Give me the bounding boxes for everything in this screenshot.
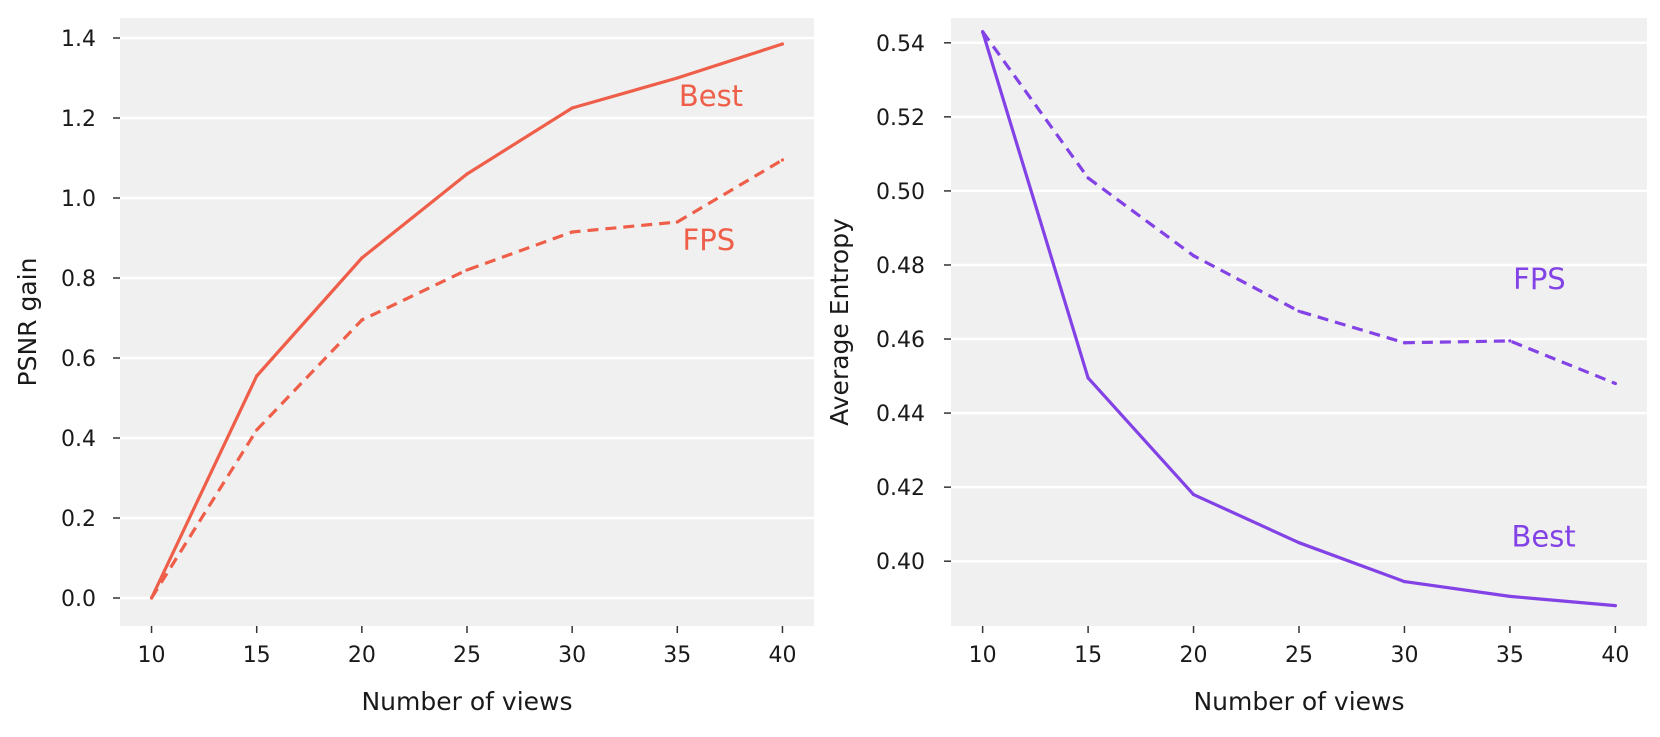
y-tick-label: 0.6	[61, 347, 96, 372]
data-point-fps	[981, 30, 985, 34]
data-point-fps	[570, 230, 574, 234]
panel-psnr-gain: 0.0 0.2 0.4 0.6 0.8 1.0 1.2 1.4 10 15 20 25 30 35 40 Nu…	[13, 18, 814, 716]
y-tick-label: 0.54	[876, 32, 925, 57]
y-tick-label: 1.4	[61, 27, 96, 52]
data-point-fps	[1508, 339, 1512, 343]
data-point-fps	[1402, 341, 1407, 345]
data-point-fps	[1613, 381, 1617, 386]
data-point-best	[360, 256, 364, 260]
x-tick-label: 10	[138, 643, 166, 668]
data-point-best	[1508, 594, 1512, 598]
x-tick-label: 15	[1074, 643, 1102, 668]
plot-background	[120, 18, 814, 626]
x-tick-label: 30	[558, 643, 586, 668]
plot-background	[951, 18, 1647, 626]
y-tick-label: 0.50	[876, 180, 925, 205]
x-tick-label: 10	[969, 643, 997, 668]
x-tick-label: 35	[663, 643, 691, 668]
panel-average-entropy: 0.40 0.42 0.44 0.46 0.48 0.50 0.52 0.54 10 15 20 25…	[825, 18, 1647, 716]
y-tick-label: 0.42	[876, 476, 925, 501]
data-point-fps	[780, 158, 785, 162]
data-point-best	[1086, 376, 1090, 380]
x-tick-label: 25	[453, 643, 481, 668]
data-point-fps	[1191, 254, 1196, 258]
x-tick-label: 20	[348, 643, 376, 668]
y-tick-label: 0.40	[876, 550, 925, 575]
y-tick-label: 1.2	[61, 107, 96, 132]
y-tick-label: 0.48	[876, 254, 925, 279]
y-tick-label: 0.52	[876, 106, 925, 131]
data-point-fps	[675, 220, 679, 224]
y-tick-label: 0.2	[61, 507, 96, 532]
data-point-fps	[1086, 176, 1090, 180]
x-tick-label: 15	[243, 643, 271, 668]
y-tick-label: 0.8	[61, 267, 96, 292]
data-point-best	[1191, 492, 1196, 497]
data-point-fps	[149, 596, 154, 600]
annotation-fps: FPS	[683, 223, 736, 257]
data-point-fps	[465, 268, 469, 272]
data-point-best	[1613, 604, 1617, 608]
x-axis-label: Number of views	[361, 687, 572, 716]
data-point-best	[465, 172, 469, 176]
data-point-best	[570, 106, 574, 110]
annotation-best: Best	[1512, 519, 1576, 553]
data-point-fps	[255, 428, 259, 432]
data-point-best	[1297, 541, 1301, 545]
y-axis-label: Average Entropy	[825, 218, 854, 426]
data-point-fps	[1297, 309, 1301, 313]
data-point-best	[1402, 579, 1407, 584]
x-tick-label: 30	[1390, 643, 1418, 668]
x-tick-label: 20	[1180, 643, 1208, 668]
data-point-fps	[360, 318, 364, 322]
x-tick-label: 40	[1601, 643, 1629, 668]
x-tick-label: 25	[1285, 643, 1313, 668]
data-point-best	[675, 76, 679, 80]
y-tick-label: 0.46	[876, 328, 925, 353]
x-tick-label: 35	[1496, 643, 1524, 668]
annotation-best: Best	[679, 79, 743, 113]
y-tick-label: 0.0	[61, 587, 96, 612]
data-point-best	[780, 42, 785, 46]
x-axis-label: Number of views	[1193, 687, 1404, 716]
y-tick-label: 1.0	[61, 187, 96, 212]
y-tick-label: 0.44	[876, 402, 925, 427]
x-tick-label: 40	[768, 643, 796, 668]
data-point-best	[255, 374, 259, 378]
y-tick-label: 0.4	[61, 427, 96, 452]
y-axis-label: PSNR gain	[13, 258, 42, 387]
annotation-fps: FPS	[1513, 262, 1566, 296]
